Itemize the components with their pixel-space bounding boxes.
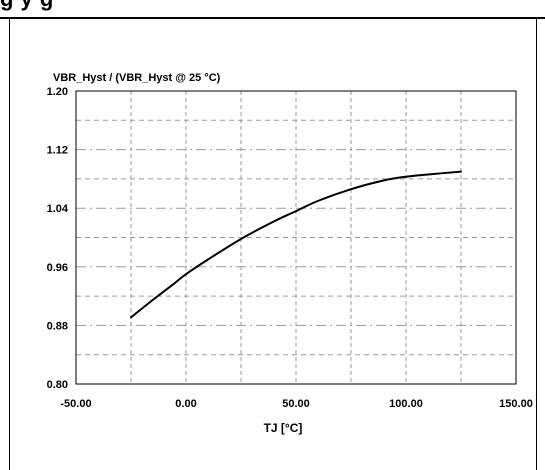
y-tick-label: 1.12 bbox=[47, 145, 68, 157]
table-left-border bbox=[9, 17, 10, 470]
x-tick-label: 150.00 bbox=[499, 398, 533, 410]
x-tick-label: 100.00 bbox=[389, 398, 423, 410]
x-tick-label: 0.00 bbox=[175, 398, 196, 410]
x-axis-label: TJ [°C] bbox=[264, 421, 303, 435]
x-tick-label: 50.00 bbox=[282, 398, 310, 410]
series-line bbox=[130, 170, 462, 319]
y-tick-label: 0.80 bbox=[47, 379, 68, 391]
series-layer bbox=[130, 170, 462, 319]
y-tick-label: 0.88 bbox=[47, 320, 68, 332]
y-tick-label: 1.20 bbox=[47, 86, 68, 98]
tick-layer: -50.00 0.00 50.00 100.00 150.00 0.80 0.88 0.96 1… bbox=[47, 86, 533, 410]
x-tick-label: -50.00 bbox=[60, 398, 91, 410]
page-header-strip: g y g bbox=[0, 0, 545, 18]
plot-area-frame bbox=[75, 90, 517, 385]
y-axis-title: VBR_Hyst / (VBR_Hyst @ 25 °C) bbox=[53, 72, 221, 84]
table-top-border bbox=[0, 17, 545, 19]
caption-fragment: g y g bbox=[0, 0, 54, 12]
table-right-border bbox=[536, 17, 537, 470]
y-tick-label: 1.04 bbox=[47, 203, 69, 215]
y-tick-label: 0.96 bbox=[47, 262, 68, 274]
grid-layer bbox=[76, 91, 516, 384]
